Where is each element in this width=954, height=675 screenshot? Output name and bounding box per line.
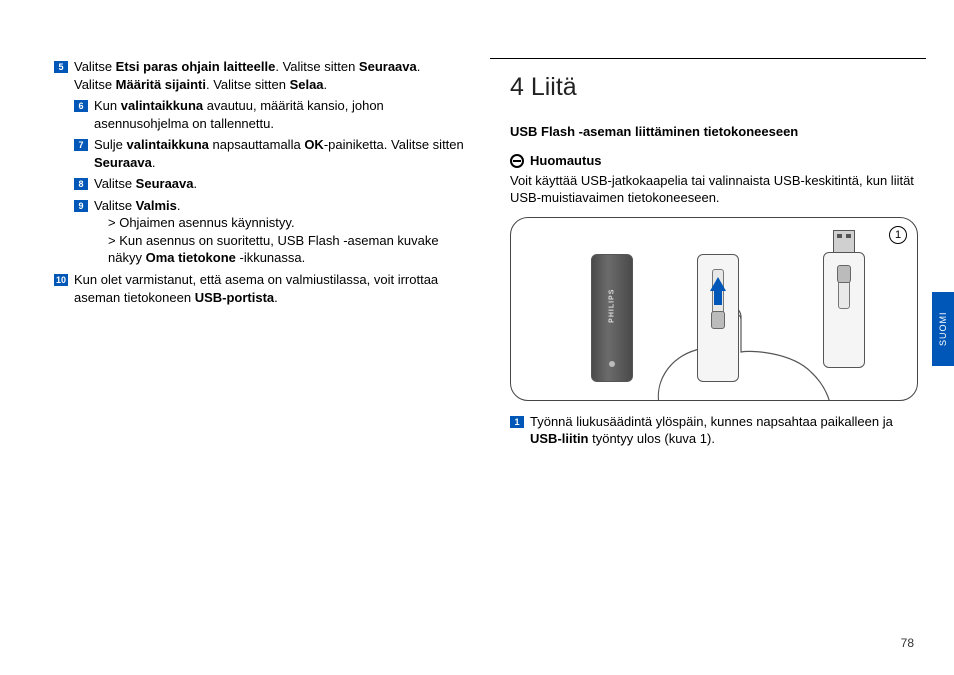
step-body: Kun valintaikkuna avautuu, määritä kansi… bbox=[94, 97, 464, 132]
t: . bbox=[324, 77, 328, 92]
note-label: Huomautus bbox=[530, 152, 602, 170]
substep: > Kun asennus on suoritettu, USB Flash -… bbox=[94, 232, 464, 267]
t: . bbox=[194, 176, 198, 191]
t: Työnnä liukusäädintä ylöspäin, kunnes na… bbox=[530, 414, 893, 429]
t: valintaikkuna bbox=[121, 98, 203, 113]
step-number: 8 bbox=[74, 178, 88, 190]
usb-closed-dark: PHILIPS bbox=[591, 254, 633, 382]
step-10: 10 Kun olet varmistanut, että asema on v… bbox=[54, 271, 464, 306]
step-body: Valitse Valmis. > Ohjaimen asennus käynn… bbox=[94, 197, 464, 267]
substep: > Ohjaimen asennus käynnistyy. bbox=[94, 214, 464, 232]
left-column: 5 Valitse Etsi paras ohjain laitteelle. … bbox=[54, 58, 490, 675]
t: . bbox=[417, 59, 421, 74]
t: Oma tietokone bbox=[146, 250, 236, 265]
usb-sliding bbox=[697, 254, 739, 382]
t: Seuraava bbox=[359, 59, 417, 74]
t: USB-portista bbox=[195, 290, 274, 305]
t: . Valitse sitten bbox=[206, 77, 290, 92]
usb-plug bbox=[833, 230, 855, 252]
step-body: Sulje valintaikkuna napsauttamalla OK-pa… bbox=[94, 136, 464, 171]
t: Määritä sijainti bbox=[116, 77, 206, 92]
section-heading: 4 Liitä bbox=[510, 71, 926, 105]
step-1-right: 1 Työnnä liukusäädintä ylöspäin, kunnes … bbox=[510, 413, 926, 448]
t: -ikkunassa. bbox=[236, 250, 305, 265]
figure-number: 1 bbox=[889, 226, 907, 244]
t: Valitse bbox=[74, 59, 116, 74]
step-5: 5 Valitse Etsi paras ohjain laitteelle. … bbox=[54, 58, 464, 93]
arrow-stem bbox=[714, 289, 722, 305]
slider-knob bbox=[711, 311, 725, 329]
t: työntyy ulos (kuva 1). bbox=[589, 431, 715, 446]
t: -painiketta. Valitse sitten bbox=[324, 137, 464, 152]
step-body: Valitse Etsi paras ohjain laitteelle. Va… bbox=[74, 58, 464, 93]
t: Seuraava bbox=[136, 176, 194, 191]
step-number: 6 bbox=[74, 100, 88, 112]
brand-label: PHILIPS bbox=[607, 289, 616, 323]
t: USB-liitin bbox=[530, 431, 589, 446]
figure-1: 1 PHILIPS bbox=[510, 217, 918, 401]
step-number: 1 bbox=[510, 416, 524, 428]
step-number: 7 bbox=[74, 139, 88, 151]
t: Valmis bbox=[136, 198, 177, 213]
t: Sulje bbox=[94, 137, 127, 152]
t: OK bbox=[304, 137, 324, 152]
step-9: 9 Valitse Valmis. > Ohjaimen asennus käy… bbox=[54, 197, 464, 267]
usb-open bbox=[823, 230, 865, 368]
t: . bbox=[152, 155, 156, 170]
step-8: 8 Valitse Seuraava. bbox=[54, 175, 464, 193]
step-body: Työnnä liukusäädintä ylöspäin, kunnes na… bbox=[530, 413, 926, 448]
t: . bbox=[177, 198, 181, 213]
led-dot bbox=[609, 361, 615, 367]
t: . Valitse sitten bbox=[275, 59, 359, 74]
t: Selaa bbox=[290, 77, 324, 92]
t: . bbox=[274, 290, 278, 305]
manual-page: 5 Valitse Etsi paras ohjain laitteelle. … bbox=[0, 0, 954, 675]
step-body: Valitse Seuraava. bbox=[94, 175, 464, 193]
step-number: 5 bbox=[54, 61, 68, 73]
t: Valitse bbox=[94, 176, 136, 191]
t: Valitse bbox=[94, 198, 136, 213]
slider-knob bbox=[837, 265, 851, 283]
page-number: 78 bbox=[901, 635, 914, 651]
right-column: 4 Liitä USB Flash -aseman liittäminen ti… bbox=[490, 58, 926, 675]
t: valintaikkuna bbox=[127, 137, 209, 152]
step-number: 9 bbox=[74, 200, 88, 212]
hand-illustration bbox=[641, 302, 841, 401]
t: napsauttamalla bbox=[209, 137, 304, 152]
step-number: 10 bbox=[54, 274, 68, 286]
note-icon bbox=[510, 154, 524, 168]
step-body: Kun olet varmistanut, että asema on valm… bbox=[74, 271, 464, 306]
t: Kun bbox=[94, 98, 121, 113]
note-body: Voit käyttää USB-jatkokaapelia tai valin… bbox=[510, 172, 926, 207]
note-header: Huomautus bbox=[510, 152, 926, 170]
step-6: 6 Kun valintaikkuna avautuu, määritä kan… bbox=[54, 97, 464, 132]
t: Valitse bbox=[74, 77, 116, 92]
subheading: USB Flash -aseman liittäminen tietokonee… bbox=[510, 123, 926, 141]
language-tab: SUOMI bbox=[932, 292, 954, 366]
t: Etsi paras ohjain laitteelle bbox=[116, 59, 276, 74]
step-7: 7 Sulje valintaikkuna napsauttamalla OK-… bbox=[54, 136, 464, 171]
t: Seuraava bbox=[94, 155, 152, 170]
